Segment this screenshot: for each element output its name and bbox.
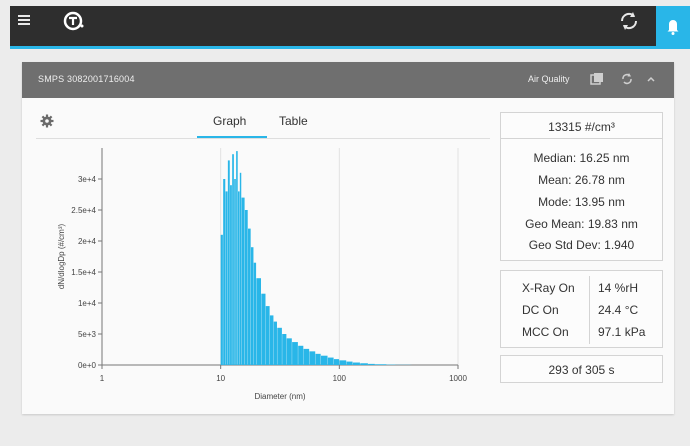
histogram-bar [232,154,234,365]
x-axis-label: Diameter (nm) [254,392,305,401]
top-app-bar [10,6,690,46]
active-tab-indicator [197,136,267,138]
tsi-logo [60,10,90,32]
histogram-bar [286,338,292,365]
histogram-bar [238,191,240,365]
geo-std-dev-stat: Geo Std Dev: 1.940 [528,238,635,252]
histogram-bar [309,351,316,365]
scan-progress: 293 of 305 s [548,363,615,377]
gear-icon[interactable] [40,114,54,128]
histogram-bar [277,327,282,365]
histogram-bar [244,210,248,365]
histogram-bar [250,247,254,365]
x-tick-label: 1 [100,374,105,383]
status-box [500,270,663,348]
y-tick-label: 3e+4 [78,175,97,184]
histogram-bar [320,355,328,365]
total-concentration: 13315 #/cm³ [548,120,615,134]
panel-header [22,62,674,98]
histogram-bar [273,321,277,365]
histogram-bar [256,278,262,365]
y-tick-label: 5e+3 [78,330,97,339]
histogram-bar [333,359,340,365]
y-tick-label: 0e+0 [78,361,97,370]
histogram-bar [360,363,368,365]
status-divider [589,276,590,344]
histogram-bar [225,191,228,365]
y-tick-label: 1.5e+4 [71,268,96,277]
mcc-label: MCC On [522,325,569,339]
histogram-bar [241,197,245,365]
mean-stat: Mean: 26.78 nm [538,173,625,187]
tab-graph[interactable]: Graph [213,114,247,128]
copy-icon[interactable] [590,72,604,86]
median-stat: Median: 16.25 nm [533,151,630,165]
scan-progress-box [500,355,663,383]
pressure-value: 97.1 kPa [598,325,646,339]
histogram-bar [327,357,334,365]
histogram-bar [223,179,226,365]
tab-table[interactable]: Table [279,114,308,128]
histogram-bar [253,262,257,365]
notifications-button[interactable] [656,6,690,46]
histogram-bar [239,172,242,365]
temperature-value: 24.4 °C [598,303,639,317]
y-tick-label: 2.5e+4 [71,206,96,215]
histogram-bar [368,363,375,365]
x-tick-label: 1000 [449,374,467,383]
histogram-bar [315,353,321,365]
histogram-bar [298,345,304,365]
statistics-box [500,138,663,261]
tab-divider [36,138,490,139]
histogram-bar [282,334,287,365]
y-tick-label: 1e+4 [78,299,97,308]
x-tick-label: 100 [333,374,347,383]
histogram-bar [339,360,347,365]
hamburger-menu-icon[interactable] [18,14,32,26]
histogram-bar [261,293,266,365]
sync-icon[interactable] [616,10,642,32]
humidity-value: 14 %rH [598,281,639,295]
chevron-up-icon[interactable] [644,72,658,86]
histogram-bar [352,362,360,365]
histogram-bar [248,228,251,365]
size-distribution-chart: 1 10 100 1000 0e+0 5e+3 1e+4 1.5e+4 2e+4 2.5e+4 3e… [57,148,467,401]
bell-icon [667,20,679,35]
air-quality-button[interactable]: Air Quality [528,74,570,84]
histogram-bar [346,361,353,365]
dc-label: DC On [522,303,559,317]
mode-stat: Mode: 13.95 nm [538,195,625,209]
x-tick-label: 10 [216,374,225,383]
y-tick-label: 2e+4 [78,237,97,246]
histogram-bar [292,342,298,365]
histogram-bar [227,160,230,365]
histogram-bar [269,315,274,365]
accent-line [10,46,690,49]
histogram-bar [230,185,232,365]
panel-title: SMPS 3082001716004 [38,74,135,84]
histogram-bar [220,234,223,365]
xray-label: X-Ray On [522,281,575,295]
histogram-bar [375,364,387,365]
y-axis-label: dN/dlogDp (#/cm³) [57,223,66,289]
geo-mean-stat: Geo Mean: 19.83 nm [525,217,638,231]
histogram-bar [265,306,270,365]
histogram-bar [234,179,236,365]
refresh-icon[interactable] [620,72,634,86]
histogram-bar [236,151,238,365]
histogram-bar [303,348,310,365]
